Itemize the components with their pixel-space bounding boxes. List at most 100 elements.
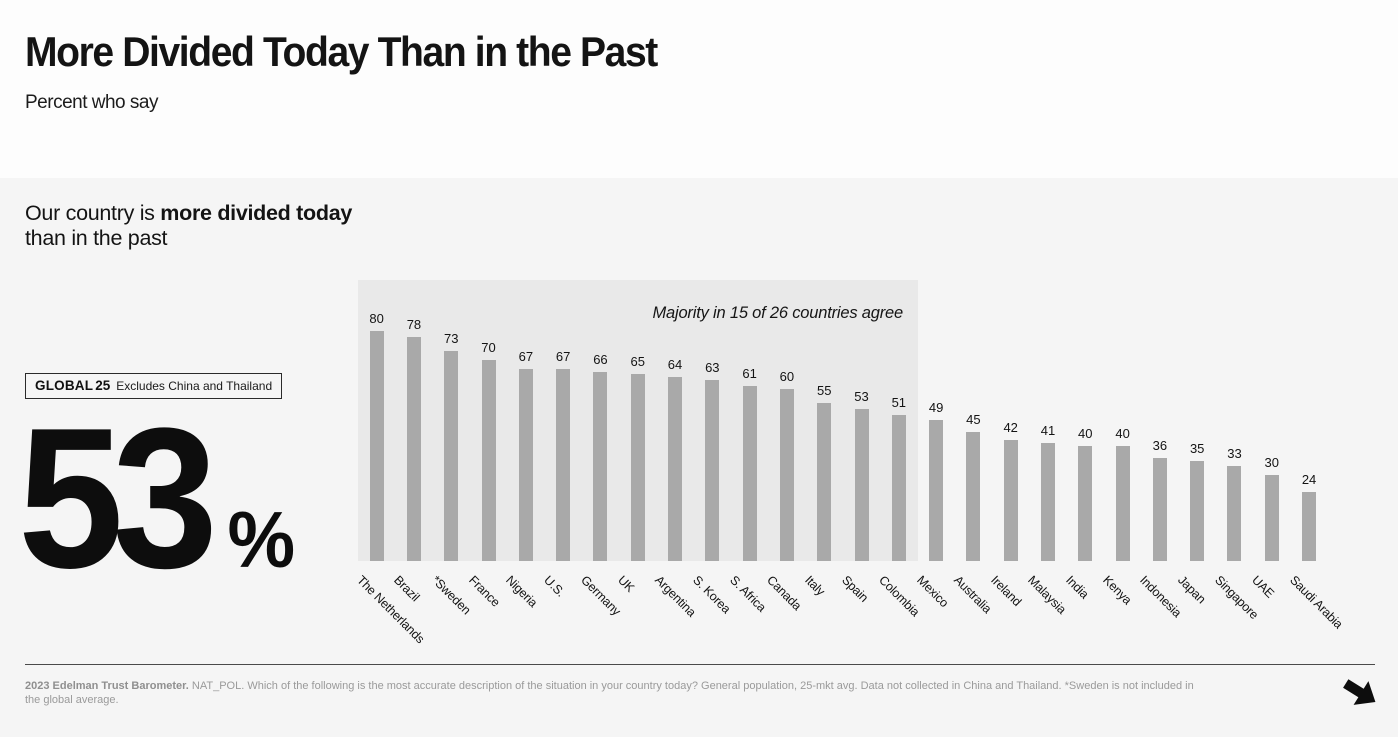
bar-value-label: 80	[369, 311, 384, 326]
country-label: Saudi Arabia	[1286, 573, 1345, 632]
bar-value-label: 33	[1227, 446, 1242, 461]
country-label: Ireland	[988, 573, 1025, 609]
bar-value-label: 67	[555, 349, 571, 364]
bar-value-label: 35	[1189, 441, 1205, 456]
chart-column: 33	[1216, 446, 1253, 561]
chart-column: 61	[731, 366, 768, 561]
bar	[406, 337, 421, 561]
chart-column: 40	[1104, 426, 1141, 561]
chart-annotation: Majority in 15 of 26 countries agree	[652, 304, 903, 322]
country-label: Canada	[764, 573, 805, 614]
bar-value-label: 65	[630, 354, 645, 369]
country-label: India	[1062, 573, 1092, 602]
country-label: The Netherlands	[354, 573, 428, 647]
country-label: Japan	[1174, 573, 1208, 607]
chart-column: 64	[656, 357, 693, 561]
country-label: Australia	[950, 573, 994, 617]
statement-prefix: Our country is	[25, 201, 161, 225]
country-label: Kenya	[1100, 573, 1135, 608]
next-slide-arrow-icon[interactable]	[1341, 671, 1381, 715]
chart-column: 78	[395, 317, 432, 561]
bar-value-label: 42	[1003, 420, 1018, 435]
bar	[481, 360, 496, 561]
country-label: U.S.	[540, 573, 568, 600]
country-label: *Sweden	[428, 573, 473, 618]
bar	[854, 409, 869, 561]
bar-value-label: 53	[854, 389, 869, 404]
chart-column: 30	[1253, 455, 1290, 561]
header: More Divided Today Than in the Past Perc…	[0, 0, 1398, 178]
bar-value-label: 66	[593, 352, 608, 367]
global-badge: GLOBAL 25 Excludes China and Thailand	[25, 373, 283, 399]
footer-source-bold: 2023 Edelman Trust Barometer.	[25, 680, 189, 692]
chart-column: 41	[1029, 423, 1066, 561]
country-label: Italy	[801, 573, 828, 599]
bar	[630, 374, 645, 561]
chart-column: 53	[843, 389, 880, 561]
chart-column: 67	[544, 349, 581, 561]
statement-text: Our country is more divided today than i…	[25, 201, 445, 252]
page-subtitle: Percent who say	[25, 92, 158, 113]
footer-source-note: 2023 Edelman Trust Barometer. NAT_POL. W…	[25, 679, 1210, 708]
country-label: Spain	[838, 573, 871, 605]
bar-value-label: 70	[481, 340, 496, 355]
bar-value-label: 61	[742, 366, 757, 381]
bar	[444, 351, 459, 561]
chart-column: 66	[582, 352, 619, 561]
chart-column: 55	[806, 383, 843, 561]
bar	[1003, 440, 1018, 561]
chart-column: 35	[1179, 441, 1216, 561]
bar	[593, 372, 608, 561]
bar-value-label: 41	[1040, 423, 1056, 438]
global-badge-count: 25	[95, 378, 111, 393]
chart-column: 42	[992, 420, 1029, 561]
bar	[966, 432, 981, 561]
global-badge-label: GLOBAL	[35, 378, 94, 393]
chart-column: 24	[1290, 472, 1327, 561]
bar	[556, 369, 571, 561]
bar-value-label: 30	[1264, 455, 1279, 470]
chart-column: 51	[880, 395, 917, 561]
bar	[369, 331, 384, 561]
bar-value-label: 63	[705, 360, 720, 375]
country-label: France	[465, 573, 503, 610]
bar	[668, 377, 683, 561]
bar-value-label: 64	[667, 357, 683, 372]
bar	[1078, 446, 1093, 561]
stat-value: 53	[18, 387, 218, 610]
country-label: Brazil	[391, 573, 423, 605]
page-title: More Divided Today Than in the Past	[25, 28, 658, 75]
bar	[779, 389, 794, 561]
global-average-stat: 53 %	[18, 399, 295, 599]
bar-value-label: 55	[816, 383, 832, 398]
chart-column: 63	[694, 360, 731, 561]
footer-divider	[25, 664, 1375, 665]
bar-value-label: 73	[444, 331, 459, 346]
bar	[1115, 446, 1130, 561]
bar	[1264, 475, 1279, 561]
bar-value-label: 40	[1115, 426, 1130, 441]
bar-value-label: 51	[891, 395, 907, 410]
country-label: S. Africa	[727, 573, 769, 615]
country-label: Mexico	[913, 573, 951, 611]
bar-value-label: 36	[1152, 438, 1168, 453]
country-label: Nigeria	[503, 573, 541, 610]
chart-column: 67	[507, 349, 544, 561]
bar-value-label: 78	[406, 317, 422, 332]
bar-value-label: 49	[928, 400, 944, 415]
bar	[705, 380, 720, 561]
chart-bars: 80 78 73 70 67 67 66 65 64 63 61 60 55 53 51 49 45 42 41 40…	[358, 280, 1328, 561]
chart-column: 40	[1067, 426, 1104, 561]
chart-column: 65	[619, 354, 656, 561]
chart-column: 49	[917, 400, 954, 561]
bar-value-label: 40	[1078, 426, 1093, 441]
bar	[1302, 492, 1317, 561]
bar	[1152, 458, 1167, 561]
bar	[1190, 461, 1205, 561]
chart-column: 70	[470, 340, 507, 561]
statement-bold: more divided today	[160, 201, 353, 225]
statement-line2: than in the past	[25, 226, 168, 251]
chart-column: 45	[955, 412, 992, 561]
country-label: UK	[615, 573, 638, 595]
